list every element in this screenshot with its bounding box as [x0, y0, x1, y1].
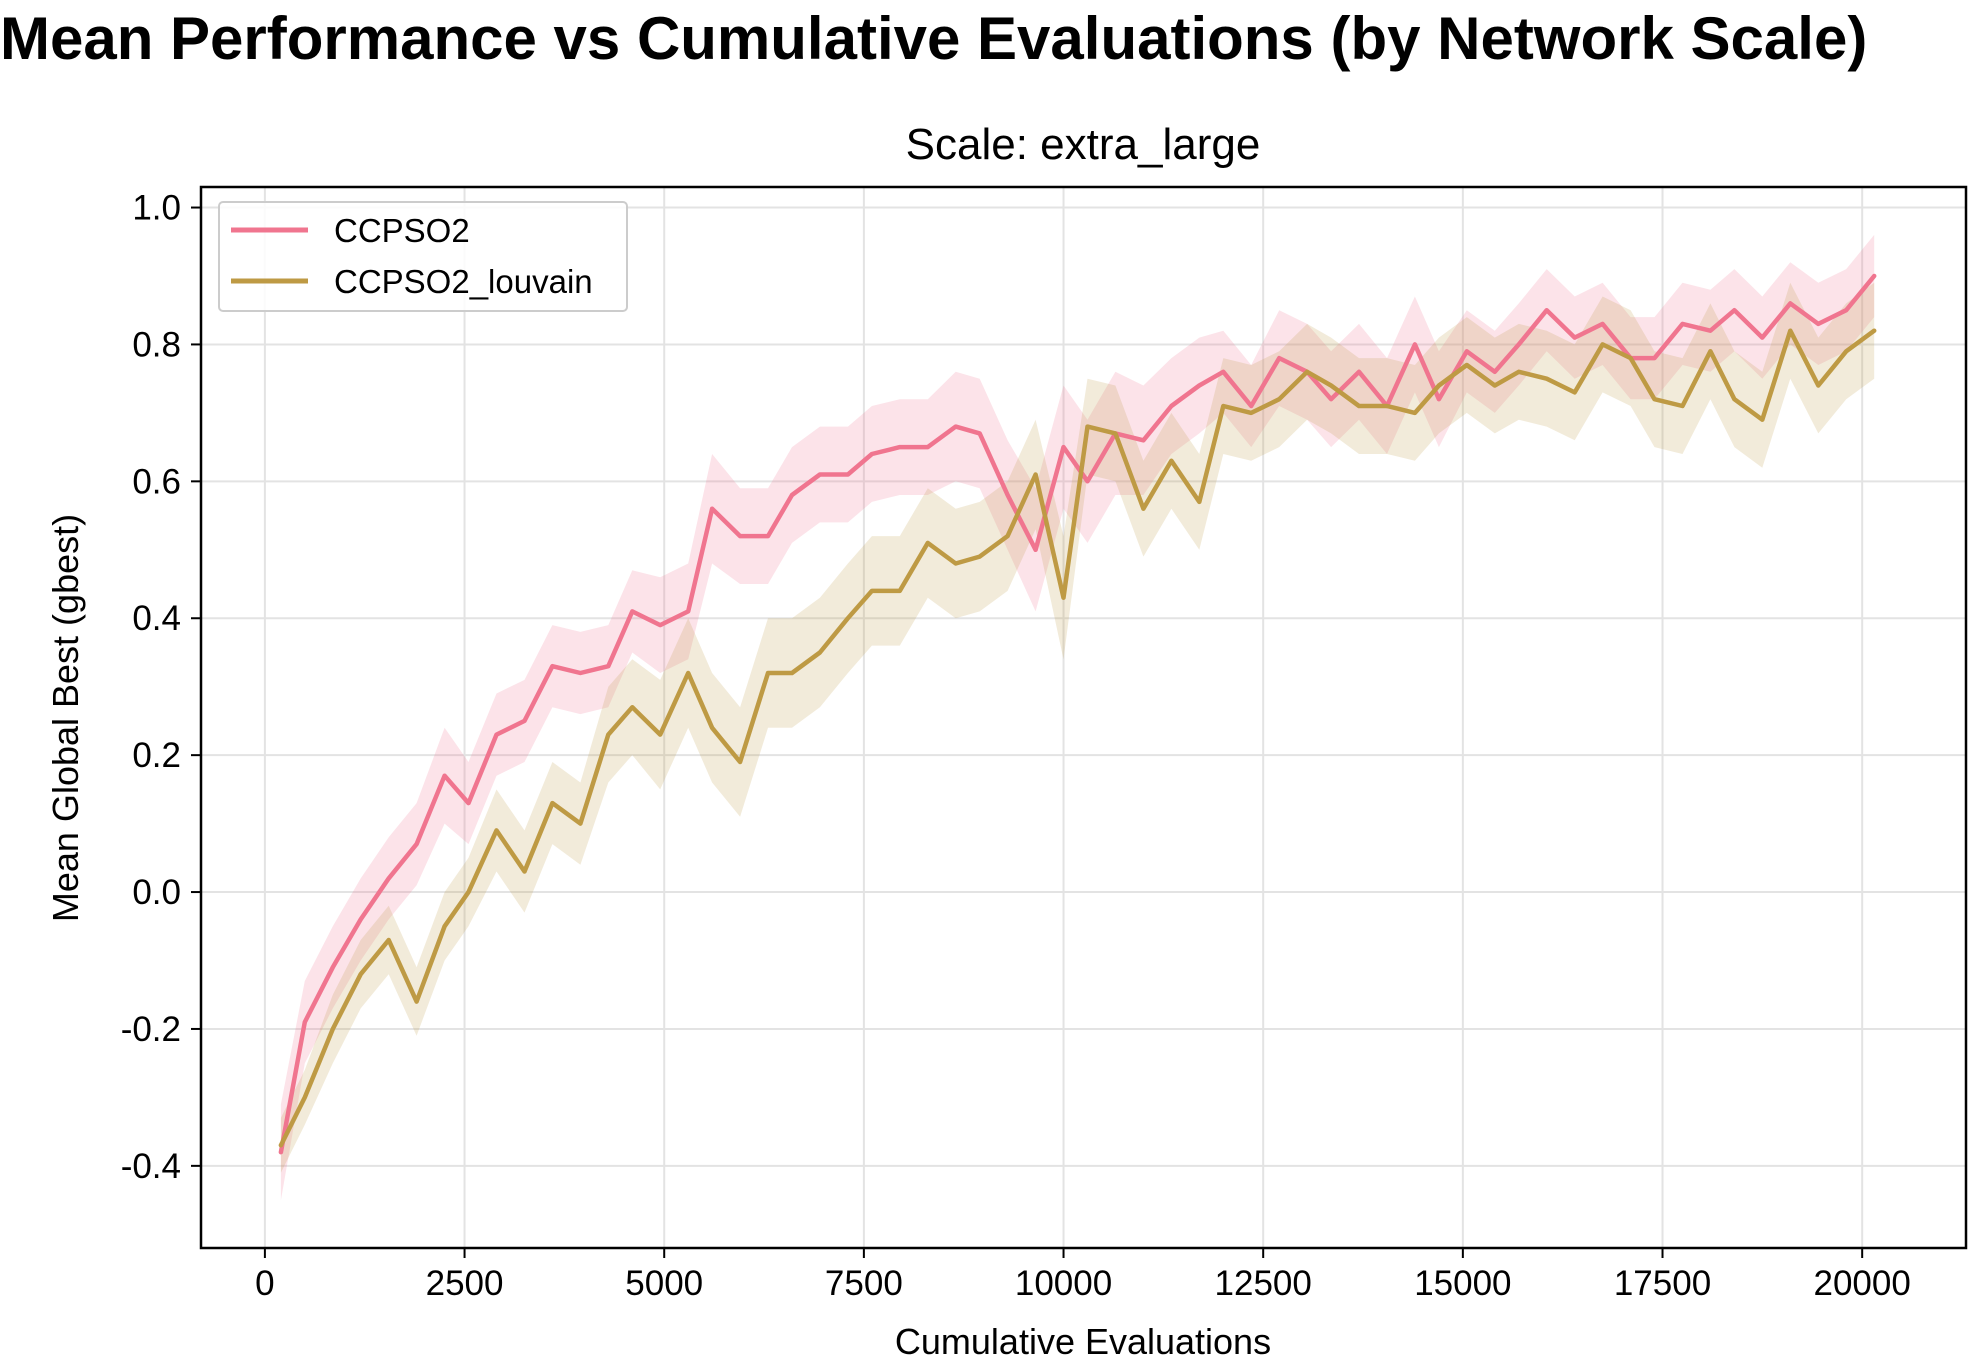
- x-tick-label: 15000: [1414, 1264, 1511, 1303]
- spread-bands: [280, 234, 1875, 1201]
- series-lines: [278, 273, 1877, 1155]
- legend: CCPSO2 CCPSO2_louvain: [218, 201, 628, 312]
- x-tick-label: 17500: [1614, 1264, 1711, 1303]
- x-tick-label: 20000: [1814, 1264, 1911, 1303]
- legend-label: CCPSO2: [334, 212, 470, 249]
- y-tick-label: -0.4: [121, 1147, 181, 1186]
- y-axis-ticks: -0.4 -0.2 0.0 0.2 0.4 0.6 0.8 1.0: [121, 189, 201, 1186]
- y-tick-label: 0.8: [132, 325, 181, 364]
- x-tick-label: 10000: [1015, 1264, 1112, 1303]
- y-tick-label: 1.0: [132, 189, 181, 228]
- x-tick-label: 2500: [426, 1264, 504, 1303]
- y-axis-label: Mean Global Best (gbest): [45, 514, 86, 922]
- figure-suptitle: Mean Performance vs Cumulative Evaluatio…: [0, 5, 1868, 72]
- plot-area-frame: [199, 185, 1968, 1250]
- legend-label: CCPSO2_louvain: [334, 263, 593, 300]
- y-tick-label: 0.4: [132, 599, 181, 638]
- y-tick-label: 0.2: [132, 736, 181, 775]
- x-tick-label: 12500: [1215, 1264, 1312, 1303]
- x-tick-label: 7500: [825, 1264, 903, 1303]
- series-line: [278, 273, 1877, 1155]
- y-tick-label: 0.0: [132, 873, 181, 912]
- series-line: [278, 328, 1877, 1148]
- x-axis-ticks: 0 2500 5000 7500 10000 12500 15000 17500 20000: [255, 1248, 1911, 1303]
- x-tick-label: 0: [255, 1264, 274, 1303]
- grid-lines: [201, 187, 1966, 1248]
- spread-band: [280, 282, 1875, 1173]
- chart-title: Scale: extra_large: [906, 120, 1261, 169]
- x-tick-label: 5000: [625, 1264, 703, 1303]
- y-tick-label: 0.6: [132, 462, 181, 501]
- y-tick-label: -0.2: [121, 1010, 181, 1049]
- x-axis-label: Cumulative Evaluations: [895, 1321, 1271, 1362]
- spread-band: [280, 234, 1875, 1201]
- legend-box: [218, 201, 628, 312]
